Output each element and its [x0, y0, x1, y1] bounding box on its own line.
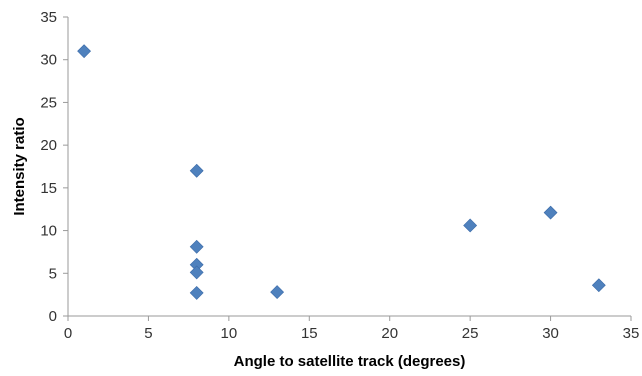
y-axis-ticks: 0 5 10 15 20 25 30 35: [40, 9, 68, 325]
x-tick-label: 5: [144, 325, 152, 342]
data-point: [189, 286, 204, 300]
x-tick-label: 20: [381, 325, 398, 342]
y-tick-label: 35: [40, 9, 57, 26]
x-axis-ticks: 0 5 10 15 20 25 30 35: [64, 316, 640, 342]
y-tick-label: 10: [40, 223, 57, 240]
x-axis-title: Angle to satellite track (degrees): [234, 353, 466, 370]
x-tick-label: 30: [542, 325, 559, 342]
x-tick-label: 35: [623, 325, 640, 342]
data-point: [189, 239, 204, 254]
data-point: [543, 205, 558, 220]
data-point: [463, 218, 478, 233]
y-tick-label: 5: [49, 265, 57, 282]
y-tick-label: 30: [40, 52, 57, 69]
data-point: [189, 265, 204, 280]
data-point: [591, 278, 606, 293]
data-points: [77, 44, 606, 300]
axes: [67, 17, 631, 317]
x-tick-label: 0: [64, 325, 72, 342]
data-point: [77, 44, 92, 59]
y-tick-label: 15: [40, 180, 57, 197]
x-tick-label: 10: [221, 325, 238, 342]
y-axis-title: Intensity ratio: [11, 117, 28, 215]
y-tick-label: 0: [49, 308, 57, 325]
data-point: [270, 285, 285, 300]
y-tick-label: 25: [40, 94, 57, 111]
x-tick-label: 25: [462, 325, 479, 342]
y-tick-label: 20: [40, 137, 57, 154]
data-point: [189, 163, 204, 178]
x-tick-label: 15: [301, 325, 318, 342]
